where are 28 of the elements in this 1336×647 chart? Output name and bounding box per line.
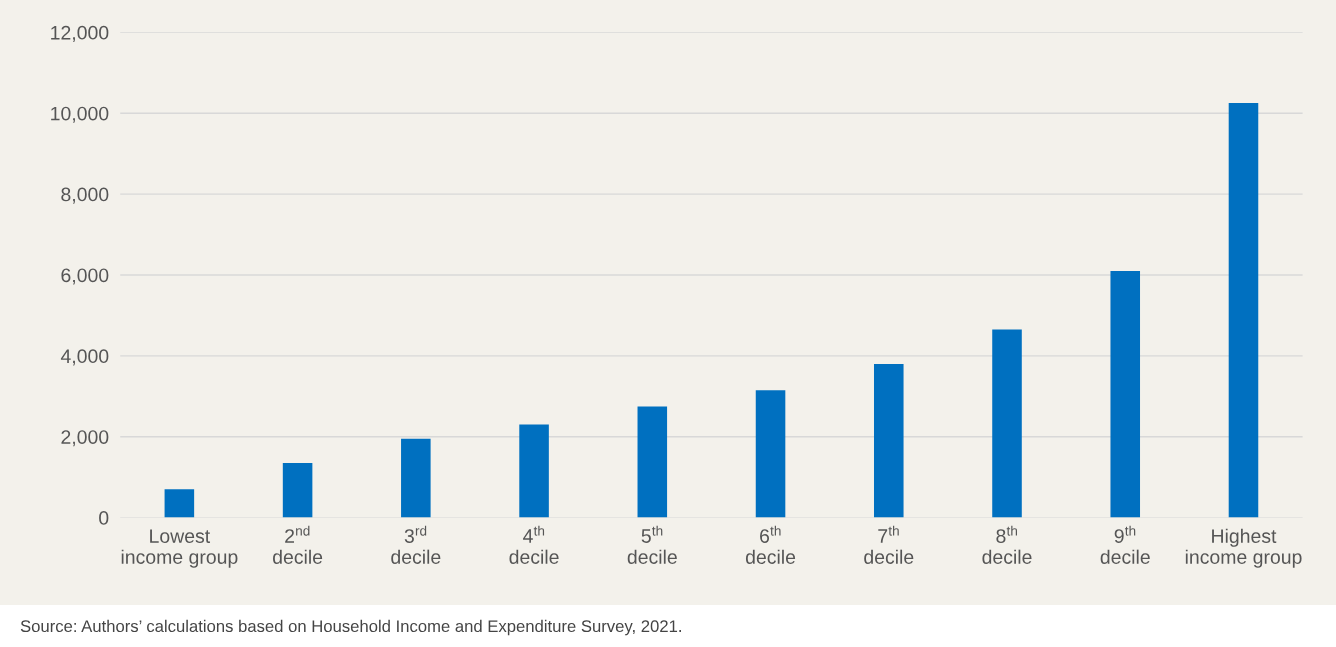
bar (755, 390, 786, 518)
bar (637, 406, 668, 518)
x-tick-label: 9$^{th}$ decile (1100, 525, 1150, 564)
bar (164, 489, 195, 518)
bar (1110, 270, 1141, 518)
y-tick-label: 0 (99, 511, 109, 525)
x-tick-label: Lowest income group (121, 529, 238, 568)
x-tick-label: 3$^{rd}$ decile (391, 525, 441, 564)
x-tick-label: 8$^{th}$ decile (982, 525, 1032, 564)
bar (401, 438, 431, 518)
x-tick-label: 5$^{th}$ decile (627, 525, 677, 564)
bar (992, 329, 1022, 518)
x-tick-label: 6$^{th}$ decile (745, 525, 796, 564)
y-tick-label: 6,000 (61, 268, 109, 285)
y-tick-label: 4,000 (60, 349, 109, 366)
x-tick-label: 7$^{th}$ decile (864, 525, 914, 564)
bar (519, 424, 549, 518)
bar (1228, 103, 1259, 518)
y-tick-label: 8,000 (61, 187, 109, 204)
x-tick-label: Highest income group (1185, 528, 1302, 568)
y-tick-label: 10,000 (51, 106, 109, 123)
x-tick-label: 2$^{nd}$ decile (273, 525, 323, 564)
bar (282, 463, 313, 518)
y-tick-label: 12,000 (51, 25, 109, 42)
y-tick-label: 2,000 (61, 430, 109, 447)
bar (873, 363, 904, 518)
source-note: Source: Authors’ calculations based on Household Income and Expenditure Survey, 2021. (20, 619, 681, 636)
x-tick-label: 4$^{th}$ decile (509, 525, 559, 564)
